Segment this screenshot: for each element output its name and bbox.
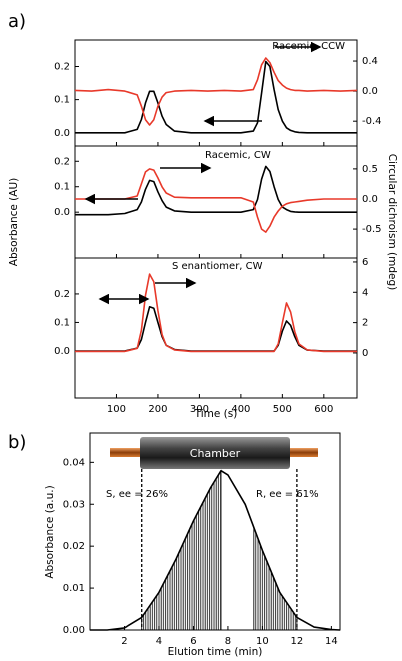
x-tick-label: 500 <box>273 404 292 415</box>
y-tick-label: 0.03 <box>63 499 85 510</box>
x-tick-label: 6 <box>190 636 196 647</box>
x-tick-label: 300 <box>190 404 209 415</box>
plot-frame <box>74 39 358 147</box>
y-tick-label: 0.0 <box>54 207 70 218</box>
y-tick-label: 0.0 <box>54 346 70 357</box>
x-tick-label: 4 <box>156 636 162 647</box>
fraction-label: R, ee = 61% <box>256 489 319 500</box>
x-tick-label: 100 <box>107 404 126 415</box>
y2-tick-label: 0.0 <box>362 86 378 97</box>
annotation: S enantiomer, CW <box>172 261 263 272</box>
arrows <box>84 41 322 305</box>
data-line <box>75 306 357 352</box>
y2-tick-label: 2 <box>362 318 368 329</box>
y-tick-label: 0.1 <box>54 317 70 328</box>
x-axis-label: Elution time (min) <box>168 646 263 658</box>
annotation: Racemic, CW <box>205 150 271 161</box>
y2-axis-label: Circular dichroism (mdeg) <box>386 154 398 290</box>
y2-tick-label: 0.4 <box>362 56 378 67</box>
data-line <box>90 469 341 631</box>
x-tick-label: 8 <box>225 636 231 647</box>
x-axis-label: Time (s) <box>194 408 238 420</box>
data-line <box>75 60 357 134</box>
y2-tick-label: -0.5 <box>362 224 382 235</box>
y-tick-label: 0.01 <box>63 583 85 594</box>
data-line <box>75 273 357 353</box>
x-tick-label: 400 <box>231 404 250 415</box>
panel-label: b) <box>8 432 26 453</box>
y-axis-label: Absorbance (a.u.) <box>44 485 56 578</box>
x-tick-label: 200 <box>148 404 167 415</box>
chamber-label: Chamber <box>190 447 241 460</box>
plot-frame <box>74 145 358 259</box>
panel-label: a) <box>8 11 26 32</box>
y-tick-label: 0.2 <box>54 156 70 167</box>
y2-tick-label: 0.5 <box>362 164 378 175</box>
y-tick-label: 0.00 <box>63 625 85 636</box>
x-tick-label: 10 <box>256 636 269 647</box>
data-line <box>75 168 357 233</box>
data-line <box>75 165 357 216</box>
plots: 0.0 0.1 0.2 -0.4 0.0 0.4 0.0 0.1 0.2 -0.5 0.0 0.5 0.… <box>54 39 382 647</box>
y-axis-label: Absorbance (AU) <box>8 178 20 266</box>
y2-tick-label: 0.0 <box>362 194 378 205</box>
y2-tick-label: 4 <box>362 287 368 298</box>
y2-tick-label: -0.4 <box>362 116 382 127</box>
y-tick-label: 0.1 <box>54 95 70 106</box>
data-line <box>74 57 358 126</box>
x-tick-label: 600 <box>314 404 333 415</box>
y-tick-label: 0.02 <box>63 541 85 552</box>
x-tick-label: 14 <box>325 636 338 647</box>
y-tick-label: 0.1 <box>54 182 70 193</box>
chamber: Chamber <box>110 437 318 469</box>
plot-frame <box>89 432 341 631</box>
y2-tick-label: 0 <box>362 348 368 359</box>
y-tick-label: 0.2 <box>54 289 70 300</box>
fraction-label: S, ee = 26% <box>106 489 168 500</box>
y-tick-label: 0.0 <box>54 128 70 139</box>
y-tick-label: 0.2 <box>54 62 70 73</box>
plot-frame <box>74 257 358 399</box>
y2-tick-label: 6 <box>362 257 368 268</box>
x-tick-label: 12 <box>291 636 304 647</box>
y-tick-label: 0.04 <box>63 457 85 468</box>
x-tick-label: 2 <box>121 636 127 647</box>
